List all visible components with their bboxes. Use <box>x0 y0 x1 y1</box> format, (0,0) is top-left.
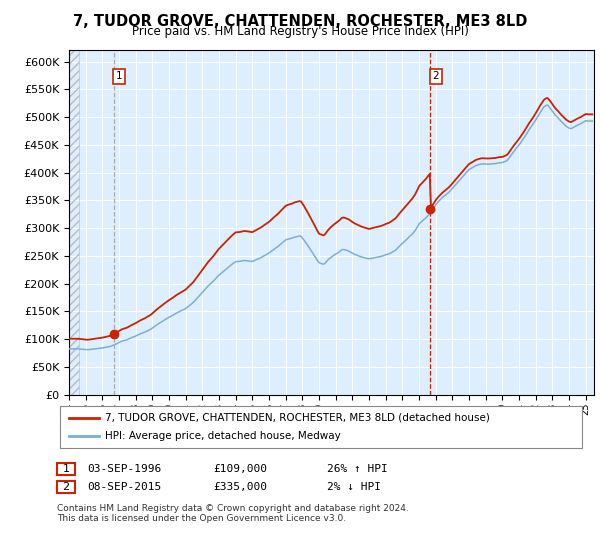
Text: 2: 2 <box>433 71 439 81</box>
Text: 08-SEP-2015: 08-SEP-2015 <box>87 482 161 492</box>
Text: £109,000: £109,000 <box>213 464 267 474</box>
Text: 2% ↓ HPI: 2% ↓ HPI <box>327 482 381 492</box>
Text: 03-SEP-1996: 03-SEP-1996 <box>87 464 161 474</box>
Text: 1: 1 <box>62 464 70 474</box>
Text: 7, TUDOR GROVE, CHATTENDEN, ROCHESTER, ME3 8LD (detached house): 7, TUDOR GROVE, CHATTENDEN, ROCHESTER, M… <box>105 413 490 423</box>
Text: 26% ↑ HPI: 26% ↑ HPI <box>327 464 388 474</box>
Text: Price paid vs. HM Land Registry's House Price Index (HPI): Price paid vs. HM Land Registry's House … <box>131 25 469 38</box>
Text: 2: 2 <box>62 482 70 492</box>
Text: 1: 1 <box>116 71 122 81</box>
Text: £335,000: £335,000 <box>213 482 267 492</box>
Text: This data is licensed under the Open Government Licence v3.0.: This data is licensed under the Open Gov… <box>57 514 346 523</box>
Text: HPI: Average price, detached house, Medway: HPI: Average price, detached house, Medw… <box>105 431 341 441</box>
Text: Contains HM Land Registry data © Crown copyright and database right 2024.: Contains HM Land Registry data © Crown c… <box>57 504 409 513</box>
Text: 7, TUDOR GROVE, CHATTENDEN, ROCHESTER, ME3 8LD: 7, TUDOR GROVE, CHATTENDEN, ROCHESTER, M… <box>73 14 527 29</box>
